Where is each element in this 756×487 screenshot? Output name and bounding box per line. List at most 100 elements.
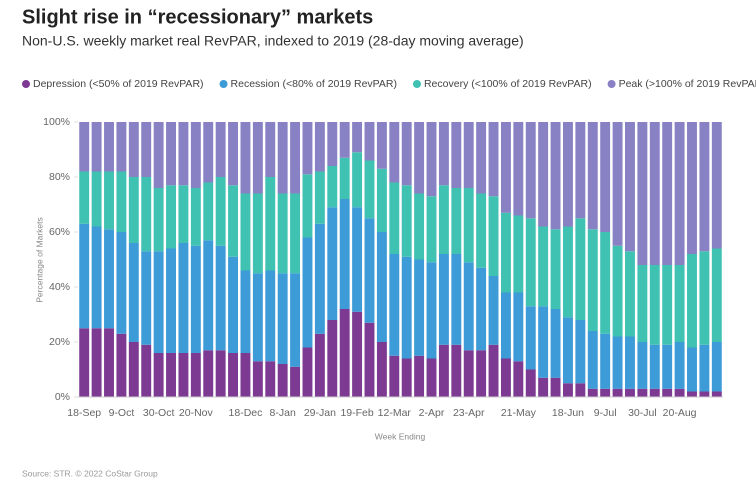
bar-segment xyxy=(128,122,139,177)
legend-marker xyxy=(607,80,616,88)
bar-segment xyxy=(649,265,660,345)
bar-segment xyxy=(314,223,325,334)
bar-segment xyxy=(327,166,338,208)
bar-segment xyxy=(252,273,263,362)
bar-segment xyxy=(600,333,611,389)
bar-segment xyxy=(376,122,387,169)
bar-segment xyxy=(600,122,611,232)
bar-segment xyxy=(575,383,586,397)
bar-segment xyxy=(339,122,350,158)
bar-segment xyxy=(587,388,598,397)
bar-segment xyxy=(252,122,263,194)
bar-segment xyxy=(637,122,648,265)
bar-segment xyxy=(699,344,710,392)
bar-segment xyxy=(401,185,412,257)
bar-segment xyxy=(203,350,214,397)
bar-segment xyxy=(600,388,611,397)
bar-segment xyxy=(538,122,549,227)
bar-segment xyxy=(711,391,722,397)
bar-segment xyxy=(674,388,685,397)
bar-segment xyxy=(438,344,449,397)
x-tick-label: 30-Jul xyxy=(628,407,657,419)
bar-segment xyxy=(141,177,152,252)
bar-segment xyxy=(91,226,102,329)
bar-segment xyxy=(513,292,524,362)
bar-segment xyxy=(314,171,325,224)
x-tick-label: 18-Jun xyxy=(552,407,584,419)
bar-segment xyxy=(538,306,549,378)
bar-segment xyxy=(637,342,648,389)
bar-segment xyxy=(240,270,251,353)
bar-segment xyxy=(525,122,536,219)
bar-segment xyxy=(141,122,152,177)
bar-segment xyxy=(277,364,288,397)
y-axis-title: Percentage of Markets xyxy=(34,217,44,303)
bar-segment xyxy=(364,122,375,161)
bar-segment xyxy=(153,251,164,353)
bar-segment xyxy=(562,122,573,227)
bar-segment xyxy=(476,122,487,194)
bar-segment xyxy=(376,342,387,397)
bar-segment xyxy=(190,245,201,353)
bar-segment xyxy=(711,248,722,342)
bar-segment xyxy=(128,177,139,243)
bar-segment xyxy=(662,388,673,397)
bar-segment xyxy=(215,350,226,397)
bar-segment xyxy=(302,347,313,397)
bar-segment xyxy=(166,353,176,397)
bar-segment xyxy=(662,344,673,389)
bar-segment xyxy=(352,122,363,153)
bar-segment xyxy=(426,358,437,397)
bar-segment xyxy=(649,344,660,389)
bar-segment xyxy=(104,122,114,172)
bar-segment xyxy=(364,160,375,219)
bar-segment xyxy=(215,245,226,351)
bar-segment xyxy=(500,212,511,293)
x-tick-label: 21-May xyxy=(501,407,537,419)
bar-segment xyxy=(252,193,263,274)
bar-segment xyxy=(587,331,598,389)
bar-segment xyxy=(476,267,487,351)
chart-subtitle: Non-U.S. weekly market real RevPAR, inde… xyxy=(22,33,524,49)
bar-segment xyxy=(104,171,114,230)
bar-segment xyxy=(389,355,400,397)
bar-segment xyxy=(699,391,710,397)
bar-segment xyxy=(476,193,487,268)
bar-segment xyxy=(562,226,573,318)
bar-segment xyxy=(463,188,474,263)
legend-label: Peak (>100% of 2019 RevPAR) xyxy=(619,78,756,90)
x-tick-label: 20-Nov xyxy=(179,407,214,419)
bar-segment xyxy=(166,248,176,353)
bar-segment xyxy=(141,251,152,345)
y-tick-label: 20% xyxy=(49,336,70,348)
bar-segment xyxy=(488,276,499,345)
bar-segment xyxy=(79,122,90,172)
bar-segment xyxy=(389,254,400,356)
bar-segment xyxy=(314,122,325,172)
y-tick-label: 100% xyxy=(43,116,70,128)
bar-segment xyxy=(649,388,660,397)
bar-segment xyxy=(116,122,127,172)
bar-segment xyxy=(488,344,499,397)
bar-segment xyxy=(562,383,573,397)
x-tick-label: 8-Jan xyxy=(270,407,296,419)
bar-segment xyxy=(153,188,164,252)
bar-segment xyxy=(228,353,239,397)
bar-segment xyxy=(513,122,524,216)
x-tick-label: 12-Mar xyxy=(378,407,412,419)
x-tick-label: 9-Jul xyxy=(594,407,617,419)
bar-segment xyxy=(240,353,251,397)
bar-segment xyxy=(575,122,586,219)
bar-segment xyxy=(612,245,623,337)
bar-segment xyxy=(215,122,226,177)
bar-segment xyxy=(513,215,524,293)
bar-segment xyxy=(376,232,387,342)
bar-segment xyxy=(364,218,375,323)
bar-segment xyxy=(190,122,201,188)
bar-segment xyxy=(500,292,511,359)
bar-segment xyxy=(451,344,462,397)
bar-segment xyxy=(488,122,499,197)
bar-segment xyxy=(587,122,598,230)
bar-segment xyxy=(252,361,263,397)
